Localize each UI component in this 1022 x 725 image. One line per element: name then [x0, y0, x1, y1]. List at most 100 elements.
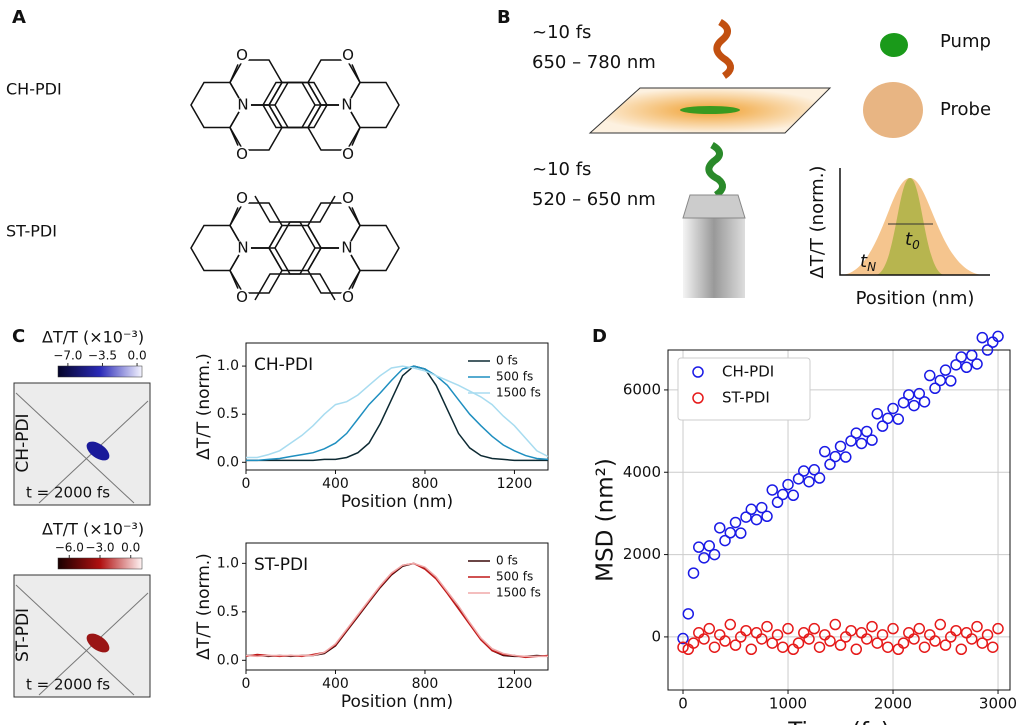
- data-point: [846, 626, 856, 636]
- data-point: [914, 624, 924, 634]
- atom-label: O: [236, 288, 248, 306]
- data-point: [867, 622, 877, 632]
- colorbar-tick-label: −7.0: [53, 349, 82, 363]
- data-point: [883, 413, 893, 423]
- colorbar-tick-label: −3.5: [88, 349, 117, 363]
- legend-text: 500 fs: [496, 570, 533, 584]
- y-tick-label: 1.0: [217, 358, 239, 374]
- data-point: [694, 542, 704, 552]
- legend-text: CH-PDI: [722, 363, 774, 381]
- data-point: [841, 452, 851, 462]
- data-point: [909, 634, 919, 644]
- data-point: [830, 620, 840, 630]
- panel-label: D: [592, 326, 607, 347]
- y-tick-label: 2000: [623, 545, 661, 563]
- data-point: [752, 515, 762, 525]
- legend-text: 0 fs: [496, 554, 518, 568]
- data-point: [778, 489, 788, 499]
- colorbar-title: ΔT/T (×10⁻³): [42, 328, 144, 347]
- panel-label: A: [12, 7, 26, 28]
- x-tick-label: 1000: [769, 695, 807, 713]
- atom-label: O: [236, 145, 248, 163]
- probe-legend-mark: [863, 82, 923, 138]
- pulse-text: 650 – 780 nm: [532, 52, 656, 73]
- data-point: [925, 630, 935, 640]
- image-label: CH-PDI: [13, 413, 33, 472]
- image-label: ST-PDI: [13, 608, 33, 662]
- data-point: [762, 622, 772, 632]
- atom-label: O: [342, 189, 354, 207]
- data-point: [699, 634, 709, 644]
- atom-label: N: [237, 96, 248, 114]
- data-point: [736, 528, 746, 538]
- legend-text: 1500 fs: [496, 586, 541, 600]
- data-point: [956, 352, 966, 362]
- axis-label: ΔT/T (norm.): [807, 166, 828, 279]
- probe-pulse: [717, 22, 731, 76]
- x-tick-label: 3000: [979, 695, 1017, 713]
- data-point: [851, 428, 861, 438]
- data-point: [941, 365, 951, 375]
- legend-text: 500 fs: [496, 370, 533, 384]
- panel-label: C: [12, 326, 25, 347]
- data-point: [815, 473, 825, 483]
- data-point: [725, 528, 735, 538]
- molecule-label: CH-PDI: [6, 80, 62, 99]
- axis-label: Position (nm): [856, 288, 975, 309]
- carbonyl: [352, 271, 360, 289]
- legend-text: 0 fs: [496, 354, 518, 368]
- carbonyl: [352, 64, 360, 82]
- data-point: [904, 390, 914, 400]
- data-point: [925, 371, 935, 381]
- data-point: [830, 452, 840, 462]
- y-axis-label: ΔT/T (norm.): [194, 553, 214, 660]
- data-point: [767, 485, 777, 495]
- figure: A B C D OONOONCH-PDIOONOONST-PDI~10 fs65…: [0, 0, 1022, 725]
- data-point: [893, 414, 903, 424]
- atom-label: N: [341, 239, 352, 257]
- legend-text: ST-PDI: [722, 389, 770, 407]
- y-tick-label: 0.5: [217, 604, 239, 620]
- data-point: [872, 409, 882, 419]
- data-point: [988, 642, 998, 652]
- data-point: [878, 630, 888, 640]
- data-point: [741, 626, 751, 636]
- molecule-label: ST-PDI: [6, 222, 57, 241]
- data-point: [715, 630, 725, 640]
- data-point: [778, 642, 788, 652]
- x-tick-label: 0: [242, 476, 251, 492]
- data-point: [857, 628, 867, 638]
- data-point: [862, 634, 872, 644]
- data-point: [757, 634, 767, 644]
- y-tick-label: 0: [651, 627, 661, 645]
- y-axis-label: MSD (nm²): [593, 458, 619, 582]
- data-point: [752, 628, 762, 638]
- data-point: [799, 628, 809, 638]
- data-point: [893, 644, 903, 654]
- x-tick-label: 2000: [874, 695, 912, 713]
- data-point: [773, 630, 783, 640]
- data-point: [704, 624, 714, 634]
- objective: [683, 218, 745, 298]
- data-point: [904, 628, 914, 638]
- x-tick-label: 800: [412, 676, 439, 692]
- data-point: [683, 609, 693, 619]
- ring: [269, 83, 321, 128]
- colorbar-tick-label: −6.0: [55, 541, 84, 555]
- carbonyl: [230, 207, 238, 225]
- data-point: [972, 359, 982, 369]
- data-point: [762, 511, 772, 521]
- y-tick-label: 1.0: [217, 555, 239, 571]
- atom-label: N: [341, 96, 352, 114]
- time-label: t = 2000 fs: [26, 484, 110, 502]
- objective-tip: [683, 195, 745, 218]
- data-point: [825, 636, 835, 646]
- data-point: [909, 401, 919, 411]
- data-point: [930, 636, 940, 646]
- pulse-text: 520 – 650 nm: [532, 189, 656, 210]
- data-point: [725, 620, 735, 630]
- profile-label-sub: 0: [912, 238, 920, 252]
- x-tick-label: 0: [242, 676, 251, 692]
- data-point: [836, 441, 846, 451]
- atom-label: O: [342, 46, 354, 64]
